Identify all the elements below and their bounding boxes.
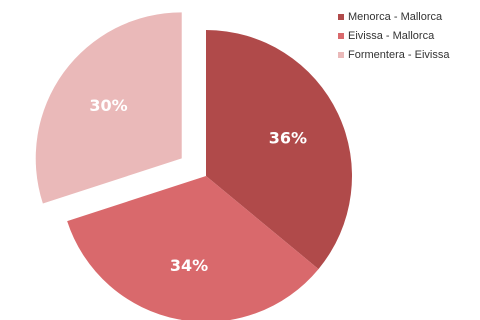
pie-slices <box>35 12 352 320</box>
pie-slice-formentera-eivissa <box>35 12 182 204</box>
data-label-eivissa-mallorca: 34% <box>170 256 208 275</box>
data-label-menorca-mallorca: 36% <box>269 128 307 147</box>
legend-item-menorca-mallorca: Menorca - Mallorca <box>338 9 449 25</box>
pie-slice-eivissa-mallorca <box>67 176 319 320</box>
legend-item-eivissa-mallorca: Eivissa - Mallorca <box>338 28 449 44</box>
legend-swatch-eivissa-mallorca <box>338 33 344 39</box>
chart-legend: Menorca - Mallorca Eivissa - Mallorca Fo… <box>338 9 449 63</box>
legend-label: Eivissa - Mallorca <box>348 30 435 42</box>
pie-slice-menorca-mallorca <box>206 30 352 270</box>
pie-data-labels: 36% 34% 30% <box>89 96 307 275</box>
legend-label: Formentera - Eivissa <box>348 49 450 61</box>
legend-swatch-formentera-eivissa <box>338 52 344 58</box>
legend-swatch-menorca-mallorca <box>338 14 344 20</box>
legend-item-formentera-eivissa: Formentera - Eivissa <box>338 47 449 63</box>
data-label-formentera-eivissa: 30% <box>89 96 127 115</box>
legend-label: Menorca - Mallorca <box>348 11 443 23</box>
